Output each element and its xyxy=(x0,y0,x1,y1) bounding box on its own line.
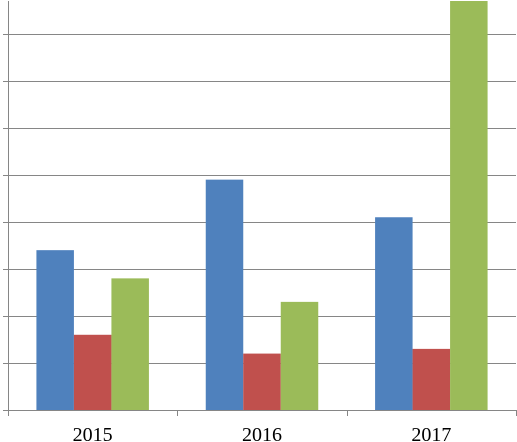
x-tick-labels: 2015 2016 2017 xyxy=(73,424,452,442)
bar-2017-series-3 xyxy=(450,1,488,410)
bar-2017-series-1 xyxy=(375,217,413,410)
bar-2017-series-2 xyxy=(412,348,451,410)
x-tick-label-2017: 2017 xyxy=(411,424,451,442)
bar-2016-series-1 xyxy=(205,179,244,410)
x-tick-label-2015: 2015 xyxy=(73,424,113,442)
gridlines xyxy=(8,34,516,364)
bars xyxy=(36,1,488,410)
bar-2015-series-2 xyxy=(73,334,112,410)
bar-2016-series-2 xyxy=(243,353,281,410)
bar-2016-series-3 xyxy=(280,301,319,410)
bar-2015-series-3 xyxy=(111,278,149,410)
x-tick-label-2016: 2016 xyxy=(242,424,282,442)
bar-2015-series-1 xyxy=(36,250,74,410)
